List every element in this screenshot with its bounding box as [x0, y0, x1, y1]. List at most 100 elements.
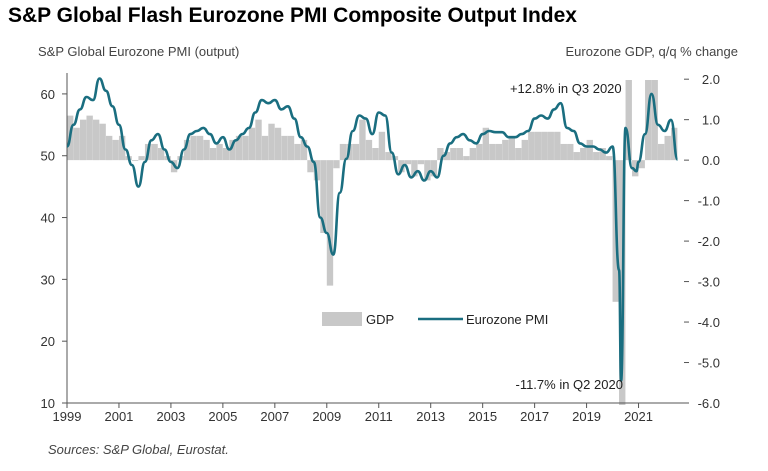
gdp-bar [456, 148, 464, 161]
gdp-bar [235, 135, 243, 161]
gdp-bar [151, 143, 158, 161]
x-tick-label: 2011 [365, 409, 393, 424]
gdp-bar [183, 139, 191, 161]
gdp-bar [437, 148, 444, 161]
x-tick-label: 1999 [53, 409, 82, 424]
right-tick-label: -2.0 [698, 234, 720, 249]
gdp-bar [515, 148, 522, 161]
left-tick-label: 30 [41, 272, 55, 287]
gdp-bar [300, 139, 308, 161]
x-tick-label: 2019 [572, 409, 601, 424]
legend: GDP Eurozone PMI [322, 312, 548, 327]
gdp-bar [404, 160, 412, 165]
gdp-bar [287, 135, 295, 161]
gdp-bar [450, 148, 457, 161]
gdp-bar [73, 127, 80, 161]
gdp-bar [502, 139, 509, 161]
right-axis-label: Eurozone GDP, q/q % change [565, 44, 739, 59]
gdp-bar [352, 143, 360, 161]
right-tick-label: -6.0 [698, 396, 720, 411]
gdp-bar [313, 160, 321, 181]
legend-pmi-label: Eurozone PMI [466, 312, 548, 327]
gdp-bar [326, 160, 334, 286]
gdp-bar [547, 131, 554, 161]
gdp-bar [242, 135, 249, 161]
gdp-bar [255, 119, 262, 161]
gdp-bar [534, 131, 541, 161]
x-tick-label: 2005 [208, 409, 237, 424]
gdp-bar [248, 127, 256, 161]
left-tick-label: 10 [41, 396, 55, 411]
annotation-gdp-high: +12.8% in Q3 2020 [510, 81, 622, 96]
x-tick-label: 2001 [104, 409, 133, 424]
gdp-bar [554, 131, 561, 161]
gdp-bar [586, 139, 593, 161]
gdp-bar [99, 123, 106, 161]
gdp-bar [268, 123, 275, 161]
gdp-bar [651, 80, 658, 161]
gdp-bar [372, 148, 379, 161]
gdp-bar [424, 160, 431, 181]
gdp-bar [632, 160, 639, 177]
x-tick-label: 2021 [624, 409, 653, 424]
source-note: Sources: S&P Global, Eurostat. [48, 442, 229, 457]
right-tick-label: 0.0 [702, 153, 720, 168]
gdp-bar [593, 152, 600, 161]
gdp-bar [385, 152, 392, 161]
gdp-bar [398, 160, 405, 173]
gdp-bar [261, 135, 269, 161]
gdp-bar [560, 143, 567, 161]
chart-title: S&P Global Flash Eurozone PMI Composite … [8, 4, 577, 27]
gdp-bar [482, 127, 490, 161]
right-tick-label: -4.0 [698, 315, 720, 330]
gdp-bar [222, 148, 230, 161]
left-axis-ticks: 10 20 30 40 50 60 [41, 87, 67, 411]
x-tick-label: 2003 [156, 409, 185, 424]
left-tick-label: 50 [41, 149, 55, 164]
gdp-bar [333, 160, 340, 169]
gdp-bar [209, 148, 217, 161]
right-tick-label: -1.0 [698, 194, 720, 209]
gdp-bar [274, 127, 282, 161]
gdp-bar [365, 139, 373, 161]
left-tick-label: 60 [41, 87, 55, 102]
legend-gdp-label: GDP [366, 312, 394, 327]
gdp-bar [79, 119, 87, 161]
gdp-bar [625, 80, 632, 161]
gdp-bar [157, 148, 165, 161]
x-tick-label: 2017 [520, 409, 549, 424]
gdp-bar [378, 131, 386, 161]
x-tick-label: 2007 [260, 409, 289, 424]
annotation-gdp-low: -11.7% in Q2 2020 [515, 377, 622, 392]
gdp-bar [131, 160, 139, 161]
gdp-bar [118, 135, 126, 161]
gdp-bar [489, 143, 496, 161]
gdp-bar [190, 135, 197, 161]
gdp-bar [430, 160, 438, 177]
left-axis-label: S&P Global Eurozone PMI (output) [38, 44, 240, 59]
gdp-bar [573, 152, 580, 161]
gdp-bar [443, 152, 451, 161]
x-tick-label: 2009 [312, 409, 341, 424]
gdp-bar [307, 160, 314, 173]
gdp-bar [281, 135, 288, 161]
gdp-bar [92, 119, 100, 161]
left-tick-label: 40 [41, 211, 55, 226]
gdp-bar [664, 135, 671, 161]
gdp-bar [528, 131, 535, 161]
gdp-bar [638, 160, 645, 169]
gdp-bar [580, 148, 587, 161]
gdp-bar [294, 143, 301, 161]
gdp-bar [216, 143, 223, 161]
right-tick-label: -5.0 [698, 356, 720, 371]
gdp-bar [469, 148, 477, 161]
gdp-bar [606, 156, 613, 161]
gdp-bar [203, 139, 210, 161]
legend-gdp-swatch [322, 312, 362, 326]
gdp-bar [417, 160, 425, 165]
right-tick-label: 1.0 [702, 113, 720, 128]
gdp-bar [86, 115, 93, 161]
gdp-bar [658, 143, 665, 161]
gdp-bar [359, 119, 366, 161]
